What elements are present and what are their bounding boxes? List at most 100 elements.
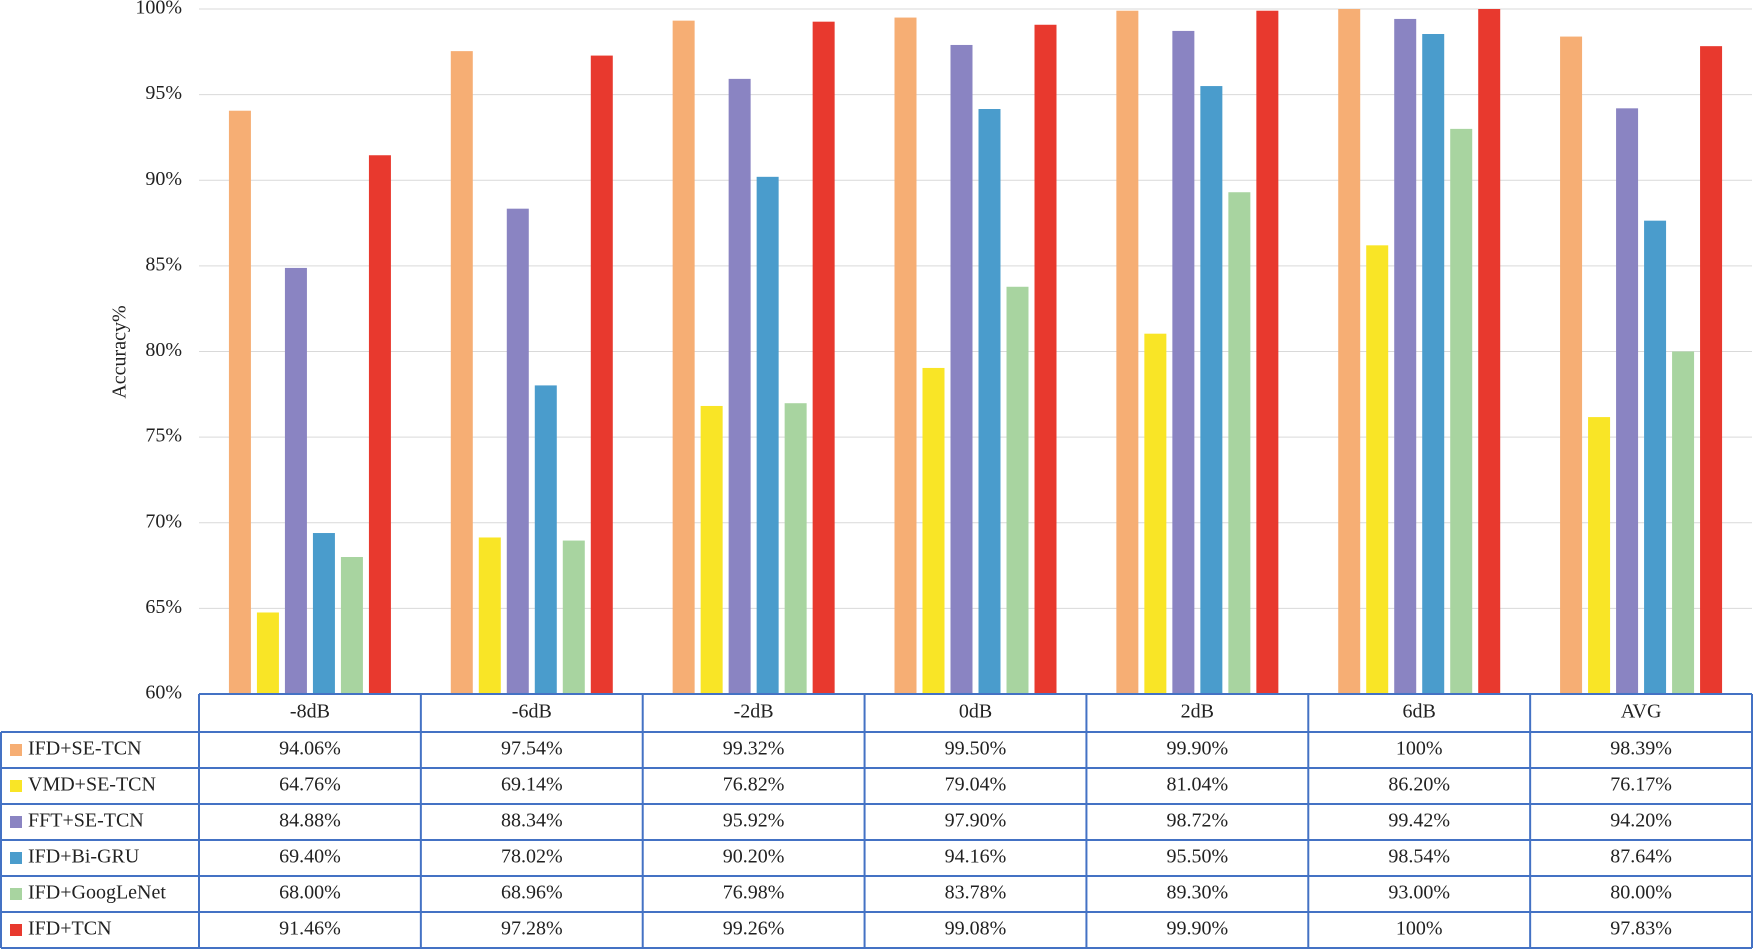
legend-swatch: [10, 852, 22, 864]
legend-swatch: [10, 780, 22, 792]
table-cell: 91.46%: [279, 918, 341, 940]
y-tick-label: 80%: [145, 339, 182, 361]
bar: [1478, 9, 1501, 694]
legend-label: VMD+SE-TCN: [28, 774, 156, 796]
y-tick-label: 95%: [145, 82, 182, 104]
y-tick-label: 90%: [145, 168, 182, 190]
bar: [1394, 18, 1417, 695]
table-cell: 97.28%: [501, 918, 563, 940]
table-cell: 99.26%: [723, 918, 785, 940]
bar: [562, 540, 585, 694]
bar: [478, 537, 501, 694]
bar: [590, 55, 613, 694]
bar: [700, 405, 723, 694]
bar: [1338, 9, 1361, 694]
bar: [922, 367, 945, 694]
bar: [1672, 351, 1695, 694]
bar: [1144, 333, 1167, 694]
table-header: -2dB: [734, 701, 774, 723]
bar: [340, 557, 363, 694]
bar: [1560, 36, 1583, 695]
bar: [784, 403, 807, 694]
table-cell: 97.54%: [501, 738, 563, 760]
table-cell: 76.17%: [1610, 774, 1672, 796]
bar: [756, 176, 779, 694]
bar: [1006, 286, 1029, 694]
legend-label: IFD+Bi-GRU: [28, 846, 140, 868]
table-cell: 69.14%: [501, 774, 563, 796]
bar: [1366, 245, 1389, 694]
table-cell: 97.83%: [1610, 918, 1672, 940]
bar: [1644, 220, 1667, 695]
table-cell: 94.06%: [279, 738, 341, 760]
table-cell: 95.92%: [723, 810, 785, 832]
table-cell: 68.96%: [501, 882, 563, 904]
y-tick-label: 75%: [145, 425, 182, 447]
table-header: AVG: [1621, 701, 1662, 723]
bar: [1116, 10, 1139, 694]
bar: [256, 612, 279, 694]
table-cell: 81.04%: [1167, 774, 1229, 796]
table-cell: 76.82%: [723, 774, 785, 796]
table-cell: 68.00%: [279, 882, 341, 904]
bar: [228, 110, 251, 694]
legend-swatch: [10, 924, 22, 936]
table-cell: 87.64%: [1610, 846, 1672, 868]
table-cell: 94.20%: [1610, 810, 1672, 832]
table-cell: 83.78%: [945, 882, 1007, 904]
table-cell: 98.39%: [1610, 738, 1672, 760]
table-cell: 86.20%: [1388, 774, 1450, 796]
bar: [1034, 24, 1057, 694]
y-axis-label: Accuracy%: [109, 305, 131, 398]
table-cell: 98.54%: [1388, 846, 1450, 868]
table-cell: 100%: [1396, 918, 1443, 940]
table-cell: 84.88%: [279, 810, 341, 832]
y-tick-label: 65%: [145, 596, 182, 618]
table-cell: 99.42%: [1388, 810, 1450, 832]
bar: [284, 267, 307, 694]
table-cell: 79.04%: [945, 774, 1007, 796]
table-header: -6dB: [512, 701, 552, 723]
table-cell: 76.98%: [723, 882, 785, 904]
legend-label: IFD+GoogLeNet: [28, 882, 166, 904]
table-cell: 95.50%: [1167, 846, 1229, 868]
bar: [812, 21, 835, 695]
table-cell: 99.32%: [723, 738, 785, 760]
legend-label: IFD+SE-TCN: [28, 738, 142, 760]
legend-swatch: [10, 816, 22, 828]
table-cell: 99.08%: [945, 918, 1007, 940]
bar: [1200, 86, 1223, 694]
table-cell: 99.50%: [945, 738, 1007, 760]
bar: [534, 385, 557, 694]
table-cell: 99.90%: [1167, 918, 1229, 940]
y-tick-label: 100%: [135, 0, 182, 19]
table-header: -8dB: [290, 701, 330, 723]
bar: [1422, 34, 1445, 694]
bar: [1172, 30, 1195, 695]
bar: [728, 78, 751, 695]
bar: [1700, 46, 1723, 694]
y-tick-label: 60%: [145, 682, 182, 704]
table-cell: 90.20%: [723, 846, 785, 868]
table-cell: 89.30%: [1167, 882, 1229, 904]
bar: [950, 44, 973, 694]
bar: [1616, 108, 1639, 694]
y-tick-label: 85%: [145, 253, 182, 275]
bar: [894, 17, 917, 694]
bar: [978, 109, 1001, 694]
bar: [672, 20, 695, 694]
table-cell: 99.90%: [1167, 738, 1229, 760]
table-cell: 94.16%: [945, 846, 1007, 868]
table-header: 0dB: [959, 701, 992, 723]
table-cell: 80.00%: [1610, 882, 1672, 904]
legend-swatch: [10, 744, 22, 756]
table-cell: 88.34%: [501, 810, 563, 832]
bar: [1588, 417, 1611, 694]
legend-label: IFD+TCN: [28, 918, 112, 940]
table-cell: 97.90%: [945, 810, 1007, 832]
table-cell: 100%: [1396, 738, 1443, 760]
table-header: 6dB: [1403, 701, 1436, 723]
bar: [312, 533, 335, 694]
bar: [450, 51, 473, 694]
table-cell: 69.40%: [279, 846, 341, 868]
